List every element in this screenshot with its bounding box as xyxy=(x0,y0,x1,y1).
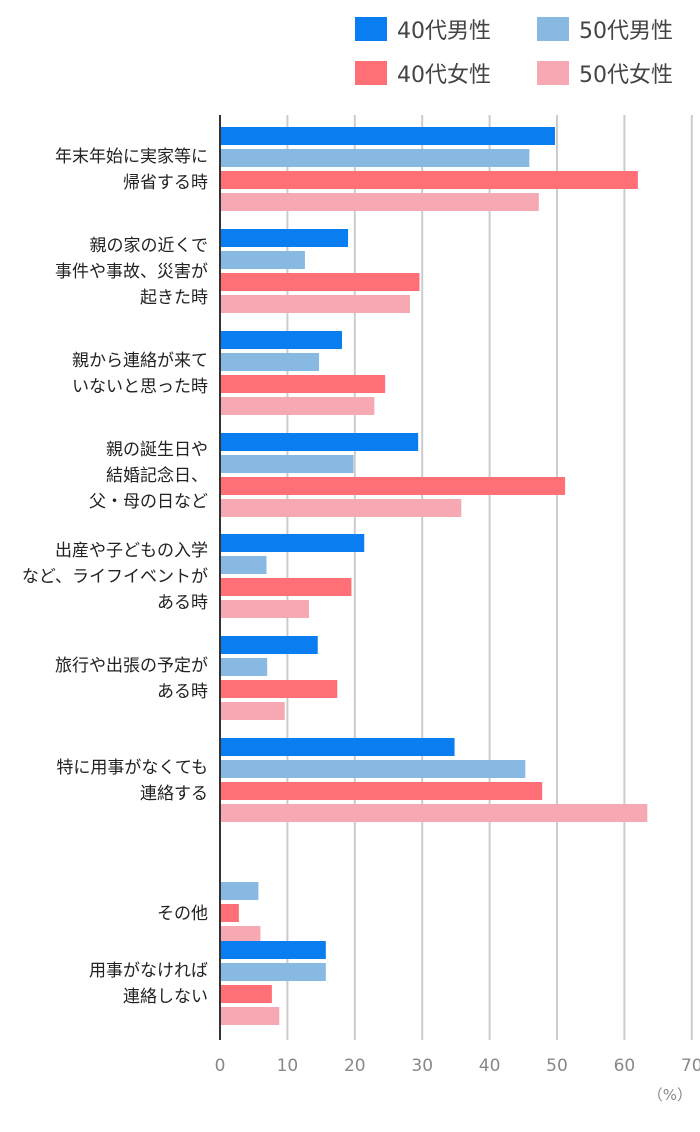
bar xyxy=(220,600,309,618)
category-label: 年末年始に実家等に xyxy=(55,147,208,167)
category-label: など、ライフイベントが xyxy=(22,567,208,587)
x-tick-label: 60 xyxy=(614,1056,636,1076)
bar xyxy=(220,477,566,495)
category-label: 出産や子どもの入学 xyxy=(55,541,208,561)
category-label: 父・母の日など xyxy=(89,492,208,512)
bar xyxy=(220,499,462,517)
legend-swatch xyxy=(537,17,569,41)
legend-label: 50代男性 xyxy=(579,19,673,44)
bar xyxy=(220,926,261,944)
bar xyxy=(220,904,239,922)
bar xyxy=(220,680,338,698)
bar xyxy=(220,658,268,676)
bar xyxy=(220,1007,280,1025)
bar xyxy=(220,941,326,959)
legend: 40代男性 50代男性 40代女性 50代女性 xyxy=(355,17,673,88)
bar xyxy=(220,251,305,269)
bar xyxy=(220,702,285,720)
bar xyxy=(220,455,354,473)
bar xyxy=(220,193,539,211)
category-labels: 年末年始に実家等に帰省する時親の家の近くで事件や事故、災害が起きた時親から連絡が… xyxy=(22,147,208,1007)
bar xyxy=(220,375,386,393)
x-tick-label: 50 xyxy=(546,1056,568,1076)
category-label: 連絡する xyxy=(140,784,208,804)
bar xyxy=(220,295,411,313)
bar xyxy=(220,636,318,654)
category-label: 用事がなければ xyxy=(89,961,208,981)
category-label: 特に用事がなくても xyxy=(56,758,208,778)
bar xyxy=(220,127,555,145)
legend-swatch xyxy=(537,61,569,85)
legend-label: 40代男性 xyxy=(397,19,491,44)
bar xyxy=(220,738,455,756)
bar xyxy=(220,578,352,596)
category-label: その他 xyxy=(157,904,208,924)
bar xyxy=(220,273,420,291)
category-label: 旅行や出張の予定が xyxy=(55,656,208,676)
x-tick-label: 40 xyxy=(479,1056,501,1076)
category-label: いないと思った時 xyxy=(72,377,208,397)
x-tick-label: 20 xyxy=(344,1056,366,1076)
bar xyxy=(220,804,648,822)
bar xyxy=(220,171,638,189)
legend-label: 40代女性 xyxy=(397,63,491,88)
bar xyxy=(220,353,320,371)
legend-swatch xyxy=(355,61,387,85)
category-label: 結婚記念日、 xyxy=(106,465,208,486)
x-tick-label: 30 xyxy=(411,1056,433,1076)
bar xyxy=(220,149,530,167)
bar xyxy=(220,433,419,451)
bar xyxy=(220,556,267,574)
x-axis-ticks: 0 10 20 30 40 50 60 70 xyxy=(215,1056,700,1076)
bar xyxy=(220,229,349,247)
bar xyxy=(220,882,259,900)
bars xyxy=(220,127,648,1025)
category-label: ある時 xyxy=(157,682,208,702)
legend-label: 50代女性 xyxy=(579,63,673,88)
bar xyxy=(220,963,326,981)
category-label: 親の家の近くで xyxy=(90,236,209,256)
bar xyxy=(220,331,342,349)
category-label: 親の誕生日や xyxy=(106,440,208,460)
gridlines xyxy=(286,115,693,1040)
bar xyxy=(220,397,375,415)
category-label: ある時 xyxy=(157,593,208,613)
x-tick-label: 70 xyxy=(681,1056,700,1076)
x-tick-label: 0 xyxy=(215,1056,226,1076)
x-tick-label: 10 xyxy=(277,1056,299,1076)
bar xyxy=(220,782,543,800)
category-label: 起きた時 xyxy=(140,288,208,308)
category-label: 親から連絡が来て xyxy=(72,351,208,371)
category-label: 事件や事故、災害が xyxy=(55,262,208,282)
unit-label: （%） xyxy=(648,1086,692,1104)
bar xyxy=(220,760,526,778)
category-label: 連絡しない xyxy=(123,987,208,1007)
bar xyxy=(220,534,365,552)
bar xyxy=(220,985,272,1003)
legend-swatch xyxy=(355,17,387,41)
category-label: 帰省する時 xyxy=(123,173,208,193)
